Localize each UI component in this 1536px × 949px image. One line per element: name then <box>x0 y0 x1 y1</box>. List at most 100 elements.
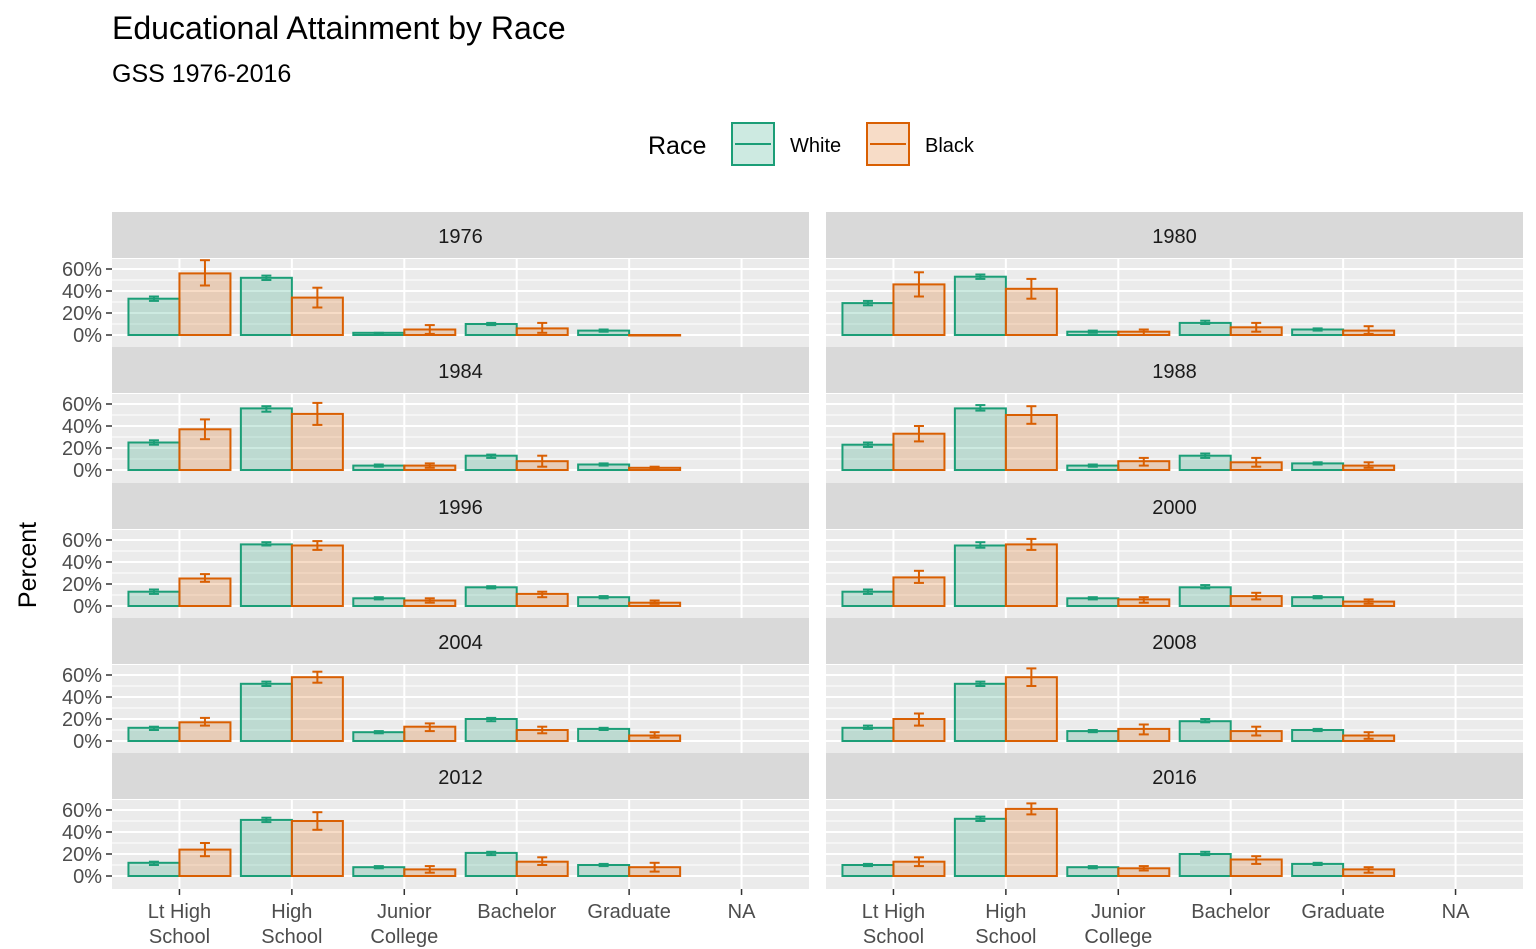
x-tick-label-line: Junior <box>1091 901 1146 923</box>
x-tick-label-line: High <box>985 901 1026 923</box>
x-tick-label: Junior College <box>370 901 438 948</box>
y-tick-label: 40% <box>62 281 102 303</box>
x-tick-label: Graduate <box>587 901 670 923</box>
legend-item-black: Black <box>866 122 975 166</box>
x-tick-label: Junior College <box>1084 901 1152 948</box>
facet-label: 1988 <box>1152 361 1197 383</box>
facet-label: 1976 <box>438 226 483 248</box>
x-tick-label-line: Bachelor <box>1191 901 1270 923</box>
x-tick-label-line: Graduate <box>587 901 670 923</box>
x-tick-label: High School <box>261 901 322 948</box>
panel-background <box>112 800 809 889</box>
y-tick-label: 40% <box>62 552 102 574</box>
facet-label: 2016 <box>1152 767 1197 789</box>
panel-background <box>112 394 809 483</box>
x-tick-label-line: School <box>149 926 210 948</box>
x-tick-label-line: Bachelor <box>477 901 556 923</box>
facet-panel-1980: 1980 <box>826 212 1523 348</box>
bar-white <box>239 543 293 608</box>
x-tick-label-line: Graduate <box>1301 901 1384 923</box>
panel-background <box>826 394 1523 483</box>
x-tick-label: Graduate <box>1301 901 1384 923</box>
facet-strip <box>112 753 809 799</box>
y-tick-label: 60% <box>62 259 102 281</box>
bar-white <box>953 682 1007 742</box>
y-tick-label: 60% <box>62 800 102 822</box>
y-tick-label: 0% <box>73 731 102 753</box>
y-tick-label: 20% <box>62 709 102 731</box>
y-tick-label: 40% <box>62 687 102 709</box>
bar-black <box>628 334 682 337</box>
y-tick-label: 0% <box>73 596 102 618</box>
facet-strip <box>112 618 809 664</box>
bar-white <box>464 718 518 742</box>
facet-strip <box>112 212 809 258</box>
facet-label: 1984 <box>438 361 483 383</box>
x-tick-label: NA <box>728 901 756 923</box>
facet-label: 2004 <box>438 632 483 654</box>
facet-label: 2012 <box>438 767 483 789</box>
legend-label-black: Black <box>925 135 975 157</box>
bar-white <box>841 443 895 472</box>
facet-strip <box>112 483 809 529</box>
bar-white <box>464 586 518 607</box>
bar-white <box>953 817 1007 877</box>
x-tick-label: Lt High School <box>862 901 925 948</box>
facet-strip <box>826 347 1523 393</box>
x-tick-label: High School <box>975 901 1036 948</box>
x-tick-label-line: School <box>261 926 322 948</box>
x-tick-label-line: High <box>271 901 312 923</box>
x-tick-label-line: Lt High <box>862 901 925 923</box>
y-tick-label: 40% <box>62 416 102 438</box>
bar-white <box>127 297 181 337</box>
y-axis-title: Percent <box>14 522 42 608</box>
y-tick-label: 60% <box>62 394 102 416</box>
x-tick-label-line: College <box>370 926 438 948</box>
x-tick-label-line: Junior <box>377 901 432 923</box>
x-tick-label-line: NA <box>1442 901 1470 923</box>
bar-white <box>953 275 1007 337</box>
facet-strip <box>826 212 1523 258</box>
bar-white <box>953 407 1007 471</box>
bar-white <box>464 851 518 878</box>
facet-label: 1980 <box>1152 226 1197 248</box>
facet-strip <box>826 618 1523 664</box>
bar-white <box>953 544 1007 607</box>
bar-black <box>1004 807 1058 878</box>
panel-background <box>826 530 1523 619</box>
panel-background <box>826 665 1523 754</box>
facet-label: 2008 <box>1152 632 1197 654</box>
legend: Race White Black <box>648 122 975 166</box>
x-tick-label: Bachelor <box>1191 901 1270 923</box>
bar-white <box>841 302 895 337</box>
bar-white <box>239 407 293 471</box>
facet-strip <box>826 483 1523 529</box>
facet-panel-1984: 1984 0%20%40%60% <box>62 347 809 483</box>
y-tick-label: 20% <box>62 303 102 325</box>
y-tick-label: 60% <box>62 665 102 687</box>
panel-background <box>112 665 809 754</box>
facet-strip <box>826 753 1523 799</box>
bar-white <box>1178 586 1232 607</box>
y-tick-label: 40% <box>62 822 102 844</box>
x-tick-label-line: College <box>1084 926 1152 948</box>
panel-background <box>112 530 809 619</box>
chart-title: Educational Attainment by Race <box>112 10 566 46</box>
bar-black <box>290 676 344 743</box>
facet-label: 2000 <box>1152 497 1197 519</box>
y-tick-label: 0% <box>73 325 102 347</box>
bar-white <box>239 818 293 878</box>
y-tick-label: 0% <box>73 866 102 888</box>
legend-label-white: White <box>790 135 841 157</box>
y-tick-label: 0% <box>73 460 102 482</box>
y-tick-label: 60% <box>62 530 102 552</box>
facet-panel-1996: 1996 0%20%40%60% <box>62 483 809 619</box>
bar-white <box>1178 853 1232 877</box>
bar-white <box>127 441 181 471</box>
facet-label: 1996 <box>438 497 483 519</box>
x-tick-label-line: School <box>975 926 1036 948</box>
facet-panel-1976: 1976 0%20%40%60% <box>62 212 809 348</box>
y-tick-label: 20% <box>62 438 102 460</box>
facet-panel-2000: 2000 <box>826 483 1523 619</box>
